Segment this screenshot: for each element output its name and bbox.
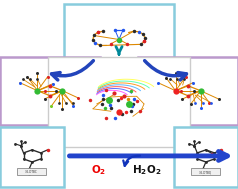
FancyBboxPatch shape: [64, 4, 174, 60]
FancyBboxPatch shape: [174, 127, 238, 187]
Text: $\mathbf{O_2}$: $\mathbf{O_2}$: [91, 163, 106, 177]
FancyBboxPatch shape: [17, 168, 46, 175]
FancyBboxPatch shape: [0, 57, 100, 125]
Text: 3,5-DTBC: 3,5-DTBC: [25, 170, 38, 174]
FancyBboxPatch shape: [0, 127, 64, 187]
Text: 3,5-DTBQ: 3,5-DTBQ: [198, 170, 212, 174]
FancyBboxPatch shape: [191, 168, 220, 175]
FancyBboxPatch shape: [138, 57, 238, 125]
Text: $\mathbf{H_2O_2}$: $\mathbf{H_2O_2}$: [132, 163, 161, 177]
FancyBboxPatch shape: [48, 57, 190, 147]
